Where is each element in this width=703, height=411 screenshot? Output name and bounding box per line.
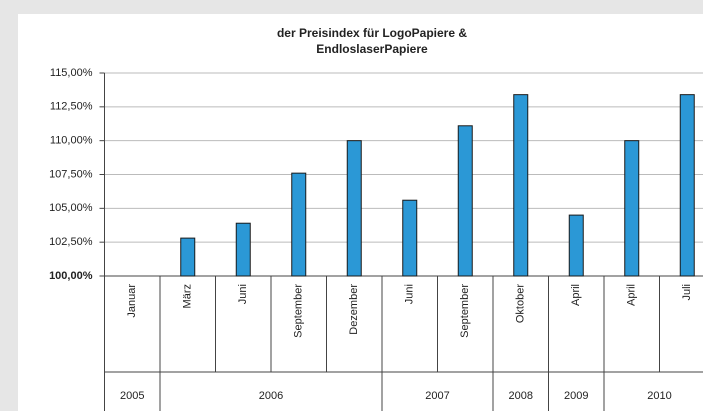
x-tick-label: Juli	[681, 284, 693, 301]
y-tick-label: 115,00%	[50, 67, 93, 79]
x-tick-label: September	[293, 284, 305, 338]
bar	[624, 140, 640, 277]
year-label: 2008	[509, 390, 533, 402]
chart-title: der Preisindex für LogoPapiere &	[277, 26, 467, 40]
bar	[180, 237, 196, 277]
year-label: 2007	[425, 390, 449, 402]
bar	[235, 222, 251, 277]
y-tick-label: 102,50%	[49, 236, 93, 248]
y-tick-label: 105,00%	[49, 202, 93, 214]
x-tick-label: Juni	[404, 284, 416, 304]
y-tick-label: 100,00%	[49, 270, 93, 282]
y-tick-label: 107,50%	[49, 168, 93, 180]
year-label: 2005	[120, 390, 144, 402]
bar	[402, 199, 418, 277]
x-tick-label: September	[459, 284, 471, 338]
x-tick-label: Dezember	[348, 284, 360, 335]
y-tick-label: 110,00%	[50, 135, 93, 147]
bar	[457, 125, 473, 277]
bar	[513, 94, 529, 277]
bar	[291, 172, 307, 277]
x-tick-label: Juni	[237, 284, 249, 304]
bar	[679, 94, 695, 277]
bar	[346, 140, 362, 277]
x-tick-label: März	[182, 284, 194, 308]
year-label: 2010	[647, 390, 671, 402]
x-tick-label: Oktober	[515, 284, 527, 323]
x-tick-label: April	[626, 284, 638, 306]
year-label: 2006	[259, 390, 283, 402]
y-tick-label: 112,50%	[50, 101, 93, 113]
x-tick-label: Januar	[126, 284, 138, 318]
year-label: 2009	[564, 390, 588, 402]
chart-title: EndloslaserPapiere	[316, 42, 428, 56]
x-tick-label: April	[570, 284, 582, 306]
bar	[568, 214, 584, 277]
